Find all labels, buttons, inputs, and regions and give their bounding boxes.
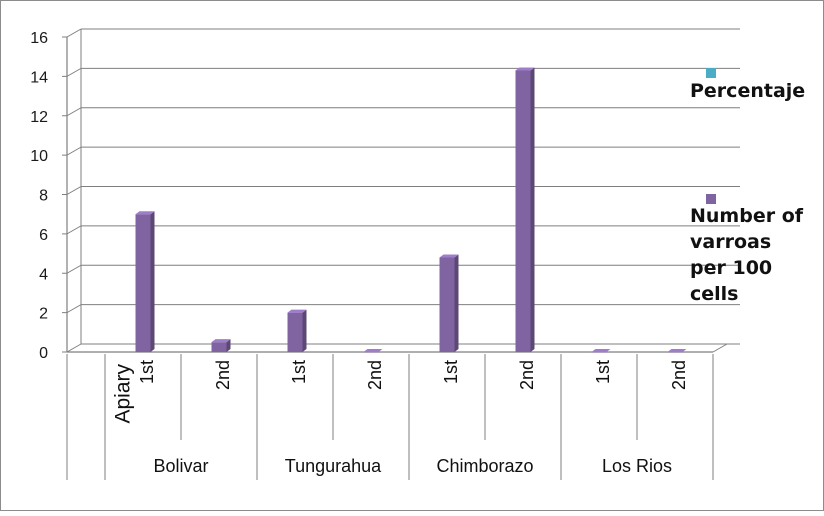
legend-label-line: Number of — [690, 205, 804, 227]
category-label: 2nd — [213, 360, 233, 390]
legend-label-line: per 100 — [690, 257, 772, 279]
bar-varroas — [668, 352, 683, 353]
y-tick-label: 4 — [39, 266, 48, 283]
category-label: 1st — [441, 360, 461, 384]
bar-varroas-side — [531, 67, 535, 352]
category-label: 1st — [289, 360, 309, 384]
legend-label-line: varroas — [690, 231, 771, 253]
category-label: 2nd — [517, 360, 537, 390]
bar-varroas — [440, 258, 455, 353]
bar-varroas-side — [455, 255, 459, 353]
legend-swatch-percentaje — [706, 68, 716, 78]
category-label: 2nd — [669, 360, 689, 390]
y-tick-label: 0 — [39, 345, 48, 362]
category-label: 1st — [137, 360, 157, 384]
group-label: Chimborazo — [436, 456, 533, 476]
y-tick-label: 12 — [30, 109, 48, 126]
y-tick-label: 16 — [30, 30, 48, 47]
bar-varroas-side — [303, 310, 307, 352]
y-tick-label: 10 — [30, 148, 48, 165]
bar-varroas — [592, 352, 607, 353]
bar-varroas — [288, 313, 303, 352]
y-tick-label: 8 — [39, 188, 48, 205]
legend-label-line: cells — [690, 283, 738, 305]
group-label: Los Rios — [602, 456, 672, 476]
bar-varroas-side — [151, 211, 155, 352]
y-tick-label: 14 — [30, 69, 48, 86]
legend-swatch-varroas — [706, 194, 716, 204]
legend-label-percentaje: Percentaje — [690, 80, 805, 102]
category-label: 1st — [593, 360, 613, 384]
bar-varroas — [136, 214, 151, 352]
bar-varroas — [212, 342, 227, 352]
category-label: 2nd — [365, 360, 385, 390]
apiary-label: Apiary — [112, 364, 135, 424]
y-tick-label: 2 — [39, 306, 48, 323]
group-label: Tungurahua — [285, 456, 382, 476]
group-label: Bolivar — [153, 456, 208, 476]
bar-varroas — [516, 70, 531, 352]
y-tick-label: 6 — [39, 227, 48, 244]
bar-varroas — [364, 352, 379, 353]
